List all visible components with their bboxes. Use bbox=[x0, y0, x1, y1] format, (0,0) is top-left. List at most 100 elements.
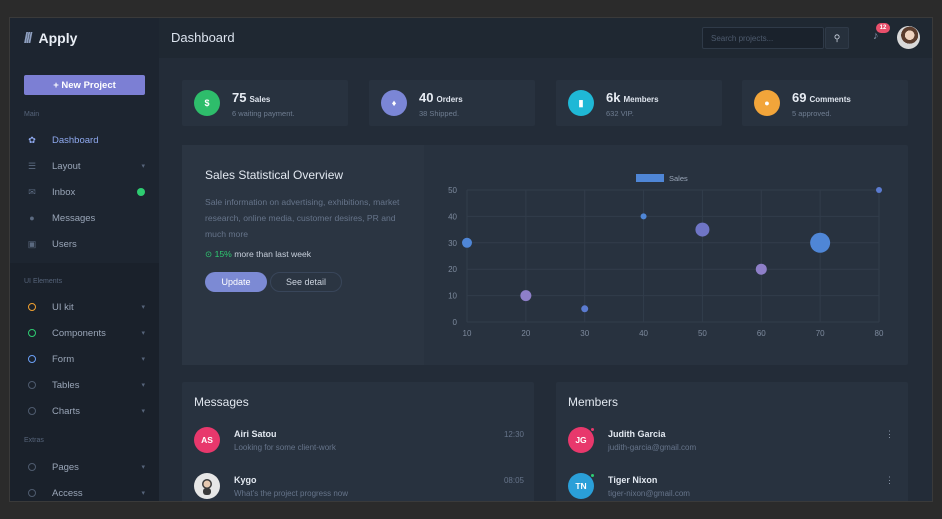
scatter-point bbox=[876, 187, 882, 193]
member-row[interactable]: TN Tiger Nixon tiger-nixon@gmail.com ⋮ bbox=[568, 473, 898, 501]
inbox-icon: ✉ bbox=[28, 186, 36, 197]
chat-icon: ● bbox=[29, 213, 35, 223]
sidebar-item-label: Messages bbox=[52, 212, 96, 224]
app-window: /// Apply + New Project Main ✿ Dashboard… bbox=[10, 18, 932, 501]
stat-card-orders: ♦ 40 Orders 38 Shipped. bbox=[369, 80, 535, 126]
sidebar-item-layout[interactable]: ☰ Layout ▾ bbox=[10, 153, 159, 179]
stat-value: 69 bbox=[792, 89, 807, 105]
member-email: judith-garcia@gmail.com bbox=[608, 443, 697, 452]
sidebar-item-inbox[interactable]: ✉ Inbox bbox=[10, 179, 159, 205]
stat-value: 75 bbox=[232, 89, 247, 105]
ring-icon bbox=[26, 354, 38, 364]
scatter-point bbox=[755, 263, 767, 275]
chevron-down-icon: ▾ bbox=[141, 304, 145, 311]
new-project-button[interactable]: + New Project bbox=[24, 75, 145, 95]
section-label-ui-elements: UI Elements bbox=[24, 278, 63, 285]
ring-icon bbox=[26, 462, 38, 472]
scatter-point bbox=[640, 213, 647, 220]
bookmark-icon: ▮ bbox=[568, 90, 594, 116]
stat-sub: 5 approved. bbox=[792, 108, 832, 118]
ring-icon bbox=[26, 302, 38, 312]
search-input[interactable] bbox=[702, 27, 824, 49]
avatar: TN bbox=[568, 473, 595, 499]
y-tick-label: 20 bbox=[448, 265, 457, 274]
sidebar-item-components[interactable]: Components ▾ bbox=[10, 320, 159, 346]
brand[interactable]: /// Apply bbox=[10, 18, 159, 58]
section-label-extras: Extras bbox=[24, 437, 44, 444]
chevron-down-icon: ▾ bbox=[141, 356, 145, 363]
sidebar-item-pages[interactable]: Pages ▾ bbox=[10, 454, 159, 480]
messages-title: Messages bbox=[194, 395, 249, 409]
x-tick-label: 30 bbox=[580, 329, 589, 338]
x-tick-label: 50 bbox=[698, 329, 707, 338]
more-vertical-icon[interactable]: ⋮ bbox=[885, 429, 894, 439]
sidebar-item-label: Access bbox=[52, 487, 83, 499]
ring-icon bbox=[26, 406, 38, 416]
sidebar-item-label: Charts bbox=[52, 405, 80, 417]
overview-description: Sale information on advertising, exhibit… bbox=[205, 197, 400, 239]
users-icon: ▣ bbox=[27, 238, 37, 249]
chevron-down-icon: ▾ bbox=[141, 163, 145, 170]
comment-icon: ● bbox=[754, 90, 780, 116]
message-sender: Kygo bbox=[234, 475, 257, 485]
extras-nav: Pages ▾ Access ▾ bbox=[10, 454, 159, 501]
sidebar-item-access[interactable]: Access ▾ bbox=[10, 480, 159, 501]
person-avatar-icon bbox=[202, 479, 212, 495]
message-time: 08:05 bbox=[503, 476, 524, 485]
overview-trend: ⊙ 15% more than last week bbox=[205, 249, 311, 260]
trend-up-icon: ⊙ bbox=[205, 249, 215, 259]
x-tick-label: 70 bbox=[816, 329, 825, 338]
logo-icon: /// bbox=[24, 29, 32, 47]
sidebar-item-tables[interactable]: Tables ▾ bbox=[10, 372, 159, 398]
y-tick-label: 10 bbox=[448, 292, 457, 301]
bell-icon[interactable]: ♪ bbox=[873, 30, 879, 42]
sidebar-item-label: Layout bbox=[52, 160, 81, 172]
sidebar: /// Apply + New Project Main ✿ Dashboard… bbox=[10, 18, 159, 501]
scatter-point bbox=[695, 222, 710, 237]
stat-card-members: ▮ 6k Members 632 VIP. bbox=[556, 80, 722, 126]
update-button[interactable]: Update bbox=[205, 272, 267, 292]
y-tick-label: 30 bbox=[448, 239, 457, 248]
section-label-main: Main bbox=[24, 111, 40, 118]
stat-sub: 6 waiting payment. bbox=[232, 108, 295, 118]
y-tick-label: 0 bbox=[453, 318, 458, 327]
overview-title: Sales Statistical Overview bbox=[205, 168, 344, 182]
message-row[interactable]: Kygo What's the project progress now 08:… bbox=[194, 473, 524, 501]
avatar bbox=[194, 473, 220, 499]
search-button[interactable]: ⚲ bbox=[825, 27, 849, 49]
chevron-down-icon: ▾ bbox=[141, 382, 145, 389]
scatter-point bbox=[520, 290, 532, 302]
message-row[interactable]: AS Airi Satou Looking for some client-wo… bbox=[194, 427, 524, 459]
more-vertical-icon[interactable]: ⋮ bbox=[885, 475, 894, 485]
sidebar-item-label: Form bbox=[52, 353, 75, 365]
stat-sub: 632 VIP. bbox=[606, 108, 634, 118]
sidebar-item-users[interactable]: ▣ Users bbox=[10, 231, 159, 257]
sidebar-item-dashboard[interactable]: ✿ Dashboard bbox=[10, 127, 159, 153]
main-nav: ✿ Dashboard ☰ Layout ▾ ✉ Inbox ● Message… bbox=[10, 127, 159, 257]
chevron-down-icon: ▾ bbox=[141, 408, 145, 415]
see-detail-button[interactable]: See detail bbox=[270, 272, 342, 292]
member-initials: TN bbox=[575, 481, 587, 491]
overview-info: Sales Statistical Overview Sale informat… bbox=[182, 145, 424, 365]
stat-sub: 38 Shipped. bbox=[419, 108, 460, 118]
message-time: 12:30 bbox=[503, 430, 524, 439]
sidebar-item-ui-kit[interactable]: UI kit ▾ bbox=[10, 294, 159, 320]
brand-name: Apply bbox=[38, 30, 78, 46]
x-tick-label: 80 bbox=[875, 329, 884, 338]
ring-icon bbox=[26, 328, 38, 338]
user-avatar[interactable] bbox=[897, 26, 920, 49]
avatar: JG bbox=[568, 427, 595, 453]
sidebar-item-form[interactable]: Form ▾ bbox=[10, 346, 159, 372]
x-tick-label: 20 bbox=[521, 329, 530, 338]
message-preview: What's the project progress now bbox=[234, 489, 349, 498]
sidebar-item-charts[interactable]: Charts ▾ bbox=[10, 398, 159, 424]
trend-percent: 15% bbox=[214, 249, 232, 259]
sidebar-item-messages[interactable]: ● Messages bbox=[10, 205, 159, 231]
sidebar-item-label: Inbox bbox=[52, 186, 76, 198]
member-row[interactable]: JG Judith Garcia judith-garcia@gmail.com… bbox=[568, 427, 898, 459]
member-name: Tiger Nixon bbox=[608, 475, 658, 485]
chevron-down-icon: ▾ bbox=[141, 464, 145, 471]
layout-icon: ☰ bbox=[27, 160, 37, 171]
message-preview: Looking for some client-work bbox=[234, 443, 336, 452]
status-dot bbox=[590, 427, 595, 432]
